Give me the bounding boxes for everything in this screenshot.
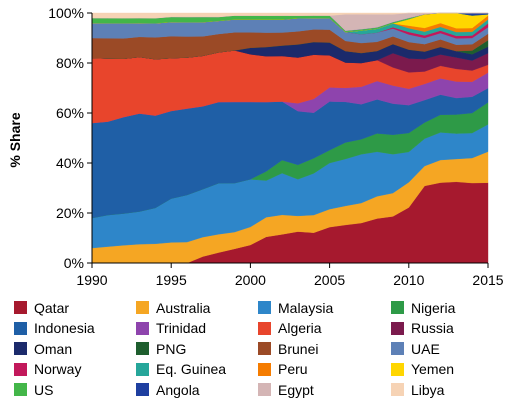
legend-label: Eq. Guinea bbox=[156, 361, 227, 378]
legend-label: PNG bbox=[156, 340, 187, 357]
legend-label: Russia bbox=[411, 320, 454, 337]
legend-swatch bbox=[14, 342, 27, 356]
y-axis-label: % Share bbox=[7, 112, 23, 167]
y-tick-label: 80% bbox=[56, 55, 84, 71]
legend-swatch bbox=[391, 321, 404, 335]
x-tick-label: 2010 bbox=[393, 272, 424, 288]
legend-swatch bbox=[258, 362, 271, 376]
legend-swatch bbox=[136, 342, 149, 356]
legend-label: Egypt bbox=[278, 381, 314, 398]
legend-swatch bbox=[258, 342, 271, 356]
legend-item-trinidad: Trinidad bbox=[136, 319, 258, 339]
legend-item-yemen: Yemen bbox=[391, 360, 502, 380]
legend-swatch bbox=[136, 301, 149, 315]
legend-item-us: US bbox=[14, 380, 136, 400]
axes-group: 0% 20% 40% 60% 80% 100% 1990 1995 2000 2005 2010 20… bbox=[48, 5, 504, 288]
legend-swatch bbox=[391, 362, 404, 376]
y-tick-label: 0% bbox=[64, 255, 84, 271]
legend-label: Malaysia bbox=[278, 299, 334, 316]
legend-swatch bbox=[391, 383, 404, 397]
area-libya bbox=[91, 12, 488, 19]
legend-label: Algeria bbox=[278, 320, 322, 337]
legend-label: Oman bbox=[34, 340, 73, 357]
legend-item-indonesia: Indonesia bbox=[14, 319, 136, 339]
legend-item-eq-guinea: Eq. Guinea bbox=[136, 360, 258, 380]
legend-label: Trinidad bbox=[156, 320, 207, 337]
legend-item-algeria: Algeria bbox=[258, 319, 391, 339]
legend-swatch bbox=[14, 321, 27, 335]
legend-label: Yemen bbox=[411, 361, 455, 378]
legend-swatch bbox=[391, 301, 404, 315]
legend-label: Brunei bbox=[278, 340, 319, 357]
y-tick-label: 100% bbox=[48, 5, 84, 21]
legend-label: Angola bbox=[156, 381, 200, 398]
legend-swatch bbox=[391, 342, 404, 356]
legend-item-australia: Australia bbox=[136, 298, 258, 318]
x-tick-label: 2000 bbox=[235, 272, 266, 288]
legend-item-peru: Peru bbox=[258, 360, 391, 380]
legend-label: Nigeria bbox=[411, 299, 456, 316]
legend-swatch bbox=[14, 362, 27, 376]
legend-swatch bbox=[136, 362, 149, 376]
legend-item-brunei: Brunei bbox=[258, 339, 391, 359]
legend-swatch bbox=[258, 321, 271, 335]
legend-swatch bbox=[258, 383, 271, 397]
legend-label: Indonesia bbox=[34, 320, 95, 337]
x-tick-label: 1990 bbox=[76, 272, 107, 288]
y-tick-label: 60% bbox=[56, 105, 84, 121]
y-tick-label: 20% bbox=[56, 205, 84, 221]
legend-label: Peru bbox=[278, 361, 308, 378]
x-tick-label: 2005 bbox=[314, 272, 345, 288]
legend-label: UAE bbox=[411, 340, 440, 357]
legend-swatch bbox=[14, 383, 27, 397]
legend-item-norway: Norway bbox=[14, 360, 136, 380]
legend-swatch bbox=[136, 383, 149, 397]
area-series-group bbox=[91, 12, 489, 264]
legend-item-png: PNG bbox=[136, 339, 258, 359]
x-tick-label: 1995 bbox=[156, 272, 187, 288]
x-tick-label: 2015 bbox=[472, 272, 503, 288]
legend-item-nigeria: Nigeria bbox=[391, 298, 502, 318]
legend-item-russia: Russia bbox=[391, 319, 502, 339]
legend-swatch bbox=[14, 301, 27, 315]
legend-item-oman: Oman bbox=[14, 339, 136, 359]
legend-swatch bbox=[136, 321, 149, 335]
legend-item-qatar: Qatar bbox=[14, 298, 136, 318]
legend-label: Qatar bbox=[34, 299, 70, 316]
legend-label: Norway bbox=[34, 361, 82, 378]
stacked-area-chart: 0% 20% 40% 60% 80% 100% 1990 1995 2000 2005 2010 20… bbox=[7, 5, 504, 288]
legend-item-angola: Angola bbox=[136, 380, 258, 400]
y-tick-label: 40% bbox=[56, 155, 84, 171]
legend-label: Australia bbox=[156, 299, 211, 316]
legend-item-uae: UAE bbox=[391, 339, 502, 359]
legend-item-egypt: Egypt bbox=[258, 380, 391, 400]
legend-item-malaysia: Malaysia bbox=[258, 298, 391, 318]
legend-label: Libya bbox=[411, 381, 445, 398]
legend-label: US bbox=[34, 381, 54, 398]
legend-swatch bbox=[258, 301, 271, 315]
legend-item-libya: Libya bbox=[391, 380, 502, 400]
legend: Qatar Australia Malaysia Nigeria Indonesia Tr… bbox=[14, 298, 502, 400]
